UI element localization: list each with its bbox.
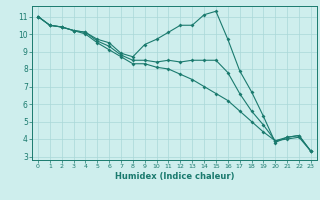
X-axis label: Humidex (Indice chaleur): Humidex (Indice chaleur) xyxy=(115,172,234,181)
